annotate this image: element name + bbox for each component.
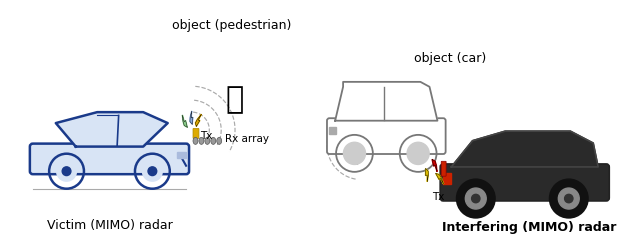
Polygon shape <box>436 174 444 184</box>
Circle shape <box>344 142 365 164</box>
Polygon shape <box>426 169 428 182</box>
Circle shape <box>558 188 579 209</box>
Polygon shape <box>432 159 437 172</box>
Polygon shape <box>190 111 193 124</box>
Text: Tx: Tx <box>200 131 212 141</box>
Polygon shape <box>182 115 188 127</box>
Ellipse shape <box>193 137 198 144</box>
Polygon shape <box>443 173 451 184</box>
Circle shape <box>457 180 495 218</box>
Circle shape <box>472 194 480 203</box>
Polygon shape <box>335 82 438 121</box>
Circle shape <box>564 194 573 203</box>
Text: Interfering (MIMO) radar: Interfering (MIMO) radar <box>442 222 617 234</box>
FancyBboxPatch shape <box>327 118 445 154</box>
Text: Tx: Tx <box>432 192 444 202</box>
Circle shape <box>407 142 429 164</box>
Circle shape <box>550 180 588 218</box>
Polygon shape <box>177 152 186 157</box>
Text: object (pedestrian): object (pedestrian) <box>172 18 292 32</box>
Polygon shape <box>195 114 202 126</box>
Polygon shape <box>56 112 168 147</box>
Ellipse shape <box>205 137 210 144</box>
FancyBboxPatch shape <box>30 144 189 174</box>
Ellipse shape <box>211 137 216 144</box>
FancyBboxPatch shape <box>441 161 446 176</box>
Circle shape <box>57 161 76 181</box>
FancyBboxPatch shape <box>193 128 199 138</box>
Ellipse shape <box>199 137 204 144</box>
Text: Rx array: Rx array <box>225 134 269 144</box>
Circle shape <box>148 167 157 176</box>
Circle shape <box>465 188 486 209</box>
Polygon shape <box>451 131 598 167</box>
Polygon shape <box>330 127 336 134</box>
Text: object (car): object (car) <box>415 52 486 65</box>
FancyBboxPatch shape <box>440 164 609 201</box>
Circle shape <box>143 161 162 181</box>
Text: 🚶: 🚶 <box>226 86 244 115</box>
Ellipse shape <box>217 137 221 144</box>
Text: Victim (MIMO) radar: Victim (MIMO) radar <box>47 219 172 232</box>
Circle shape <box>62 167 71 176</box>
